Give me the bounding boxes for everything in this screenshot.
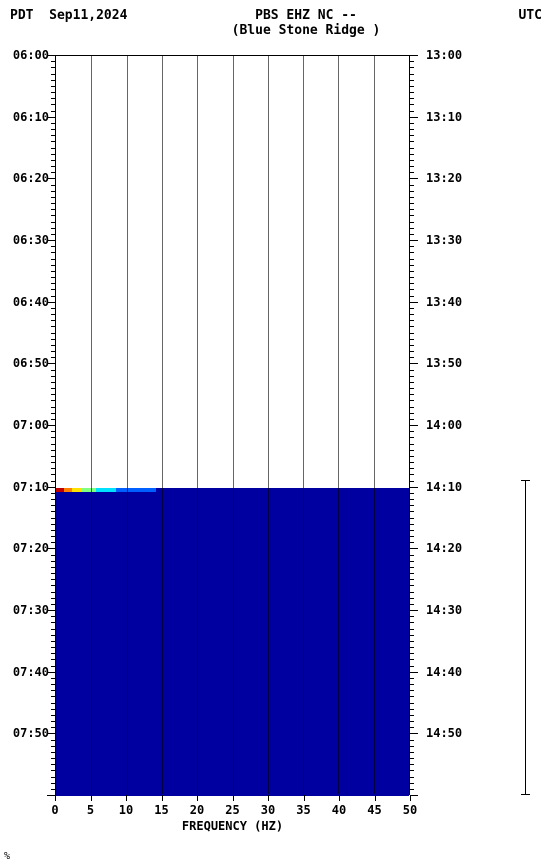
title-line1: PBS EHZ NC --	[150, 8, 462, 23]
x-tick-label: 20	[190, 803, 204, 817]
y-left-tick-label: 06:10	[13, 110, 49, 124]
y-right-tick-label: 13:50	[426, 356, 462, 370]
x-tick-label: 5	[87, 803, 94, 817]
y-left-tick-label: 06:50	[13, 356, 49, 370]
chart-header: PDT Sep11,2024 PBS EHZ NC -- UTC (Blue S…	[0, 8, 552, 38]
y-right-tick-label: 13:40	[426, 295, 462, 309]
y-right-tick-label: 14:40	[426, 665, 462, 679]
y-right-tick-label: 14:30	[426, 603, 462, 617]
y-right-tick-label: 13:30	[426, 233, 462, 247]
x-tick-label: 40	[332, 803, 346, 817]
title-line2: (Blue Stone Ridge )	[150, 23, 462, 38]
tz-left-label: PDT	[10, 8, 33, 23]
y-right-tick-label: 14:10	[426, 480, 462, 494]
x-tick-label: 35	[296, 803, 310, 817]
y-right-tick-label: 13:10	[426, 110, 462, 124]
y-right-tick-label: 14:00	[426, 418, 462, 432]
y-right-tick-label: 14:20	[426, 541, 462, 555]
y-left-tick-label: 06:40	[13, 295, 49, 309]
x-tick-label: 10	[119, 803, 133, 817]
y-right-tick-label: 14:50	[426, 726, 462, 740]
x-tick-label: 25	[225, 803, 239, 817]
scale-bar	[525, 480, 526, 795]
tz-right-label: UTC	[462, 8, 542, 23]
x-tick-label: 15	[154, 803, 168, 817]
y-minor-ticks-right	[410, 55, 415, 795]
y-left-tick-label: 07:20	[13, 541, 49, 555]
y-minor-ticks-left	[50, 55, 55, 795]
x-tick-label: 30	[261, 803, 275, 817]
x-tick-label: 45	[367, 803, 381, 817]
y-left-tick-label: 06:00	[13, 48, 49, 62]
spectrogram-plot	[55, 55, 410, 795]
x-tick-label: 50	[403, 803, 417, 817]
y-left-tick-label: 07:00	[13, 418, 49, 432]
y-left-tick-label: 07:10	[13, 480, 49, 494]
y-left-tick-label: 07:40	[13, 665, 49, 679]
footer-mark: %	[4, 851, 10, 862]
date-label: Sep11,2024	[49, 8, 127, 23]
y-right-tick-label: 13:20	[426, 171, 462, 185]
y-left-tick-label: 06:30	[13, 233, 49, 247]
y-right-tick-label: 13:00	[426, 48, 462, 62]
y-left-tick-label: 06:20	[13, 171, 49, 185]
x-tick-label: 0	[51, 803, 58, 817]
x-axis: FREQUENCY (HZ) 05101520253035404550	[55, 795, 410, 845]
y-left-tick-label: 07:50	[13, 726, 49, 740]
y-left-tick-label: 07:30	[13, 603, 49, 617]
y-axis-right: 13:0013:1013:2013:3013:4013:5014:0014:10…	[410, 55, 470, 795]
x-axis-label: FREQUENCY (HZ)	[55, 819, 410, 833]
